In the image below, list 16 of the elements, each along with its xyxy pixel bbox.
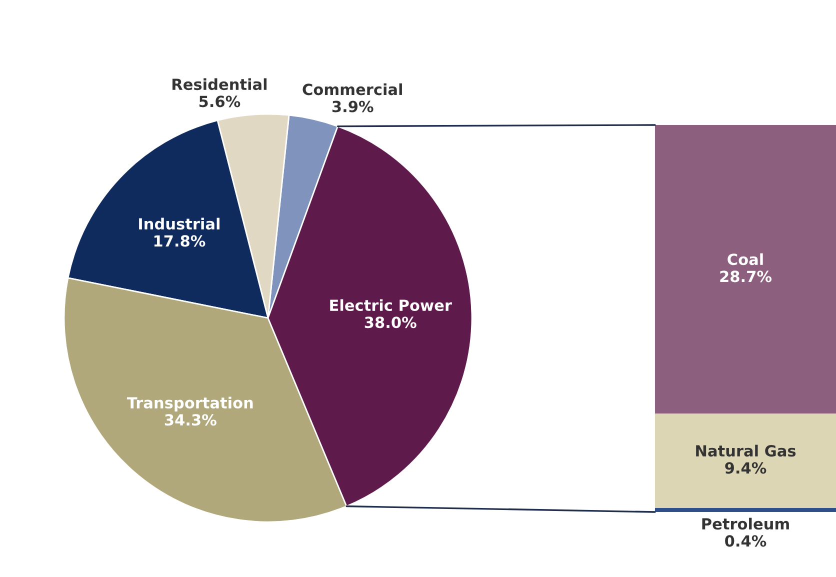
data-label: 3.9% (332, 100, 374, 112)
series-label: Natural Gas (696, 444, 796, 457)
data-label: 0.4% (725, 535, 766, 547)
slice-label: Industrial (139, 218, 220, 230)
data-label: 5.6% (199, 96, 240, 108)
data-label: 34.3% (164, 414, 216, 426)
series-label: Coal (728, 253, 763, 266)
data-label: 38.0% (364, 316, 416, 328)
slice-label: Residential (172, 78, 267, 90)
data-label: 28.7% (720, 270, 772, 282)
series-label: Petroleum (702, 518, 789, 530)
slice-label: Transportation (126, 396, 253, 412)
data-label: 17.8% (154, 235, 206, 247)
data-label: 9.4% (725, 462, 766, 474)
slice-label: Electric Power (330, 299, 452, 312)
slice-label: Commercial (302, 83, 402, 96)
